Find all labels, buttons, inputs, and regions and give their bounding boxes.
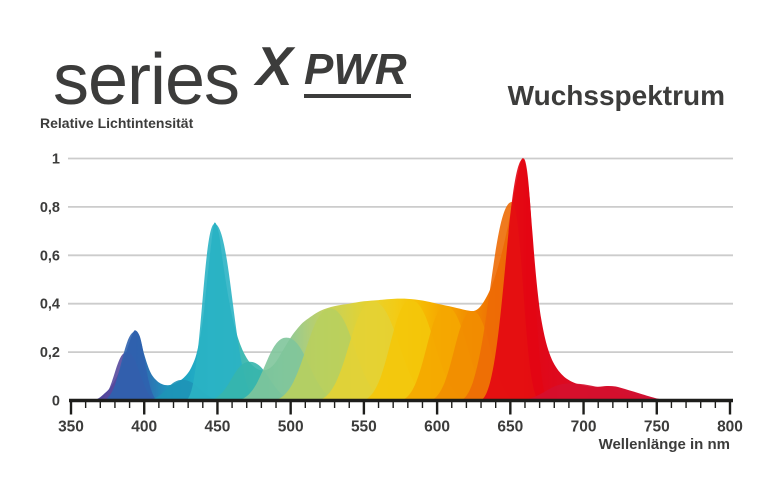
x-tick-label: 450 (205, 419, 231, 436)
x-axis-title: Wellenlänge in nm (598, 436, 730, 453)
x-tick-labels: 350 400 450 500 550 600 650 700 750 800 (58, 419, 743, 436)
x-tick-label: 550 (351, 419, 377, 436)
logo-x-text: X (256, 35, 293, 97)
x-tick-label: 600 (424, 419, 450, 436)
sub-peak (185, 223, 259, 401)
sub-peak (101, 331, 159, 401)
x-tick-label: 750 (644, 419, 670, 436)
x-tick-label: 500 (278, 419, 304, 436)
x-tick-label: 400 (131, 419, 157, 436)
logo-series-text: series (53, 40, 240, 120)
y-tick-label: 1 (52, 152, 60, 168)
x-tick-label: 650 (497, 419, 523, 436)
logo-pwr-text: PWR (304, 48, 411, 98)
y-tick-label: 0,6 (40, 248, 60, 264)
x-tick-label: 350 (58, 419, 84, 436)
y-tick-labels: 0 0,2 0,4 0,6 0,8 1 (40, 152, 60, 410)
y-tick-label: 0,2 (40, 345, 60, 361)
y-axis-title: Relative Lichtintensität (40, 115, 194, 131)
x-axis-ticks (69, 402, 732, 415)
sub-peak (513, 383, 669, 401)
spectrum-sub-peaks (97, 158, 669, 401)
x-tick-label: 800 (717, 419, 743, 436)
x-tick-label: 700 (571, 419, 597, 436)
y-tick-label: 0,4 (40, 297, 60, 313)
page-title: Wuchsspektrum (507, 80, 725, 111)
sub-peak (479, 158, 549, 401)
y-tick-label: 0,8 (40, 200, 60, 216)
y-tick-label: 0 (52, 394, 60, 410)
